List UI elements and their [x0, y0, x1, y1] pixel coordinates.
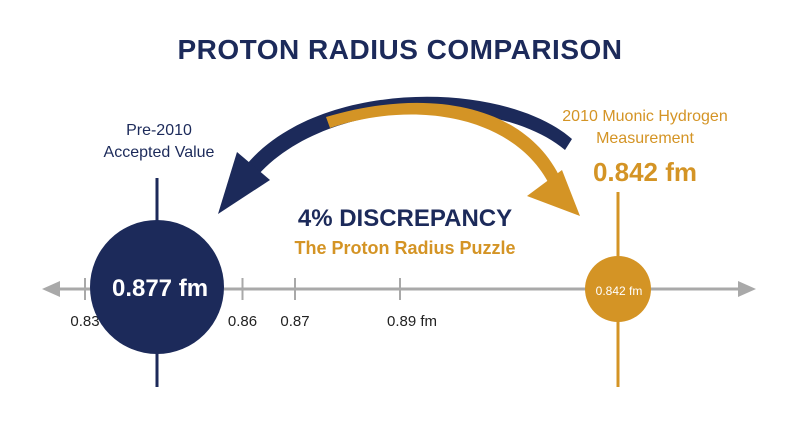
pre-2010-label-line2: Accepted Value — [103, 144, 215, 161]
pre-2010-label: Pre-2010 Accepted Value — [84, 120, 234, 164]
pre-2010-label-line1: Pre-2010 — [126, 122, 192, 139]
axis-tick-label: 0.89 fm — [387, 313, 437, 330]
muonic-value: 0.842 fm — [592, 157, 698, 187]
discrepancy-subtitle: The Proton Radius Puzzle — [294, 238, 516, 258]
axis-ticks: 0.830.850.860.870.89 fm — [70, 278, 437, 330]
axis-tick-label: 0.86 — [228, 313, 257, 330]
pre-2010-circle-value: 0.877 fm — [111, 275, 209, 302]
axis-tick-label: 0.83 — [70, 313, 99, 330]
muonic-label-line2: Measurement — [596, 130, 694, 147]
muonic-label-line1: 2010 Muonic Hydrogen — [562, 108, 728, 125]
discrepancy-title: 4% DISCREPANCY — [297, 205, 513, 232]
muonic-circle — [585, 256, 651, 322]
connector-lines — [155, 178, 620, 388]
axis-right-arrowhead — [738, 281, 756, 297]
muonic-circle-value: 0.842 fm — [595, 284, 643, 298]
axis-left-arrowhead — [42, 281, 60, 297]
muonic-label: 2010 Muonic Hydrogen Measurement — [545, 106, 745, 150]
navy-arc-arrowhead — [218, 152, 270, 214]
pre-2010-circle — [90, 220, 224, 354]
gold-arc-arrow-body — [326, 102, 563, 190]
axis-tick-label: 0.87 — [280, 313, 309, 330]
page-title: PROTON RADIUS COMPARISON — [177, 34, 623, 65]
gold-arc-arrowhead — [527, 170, 580, 216]
